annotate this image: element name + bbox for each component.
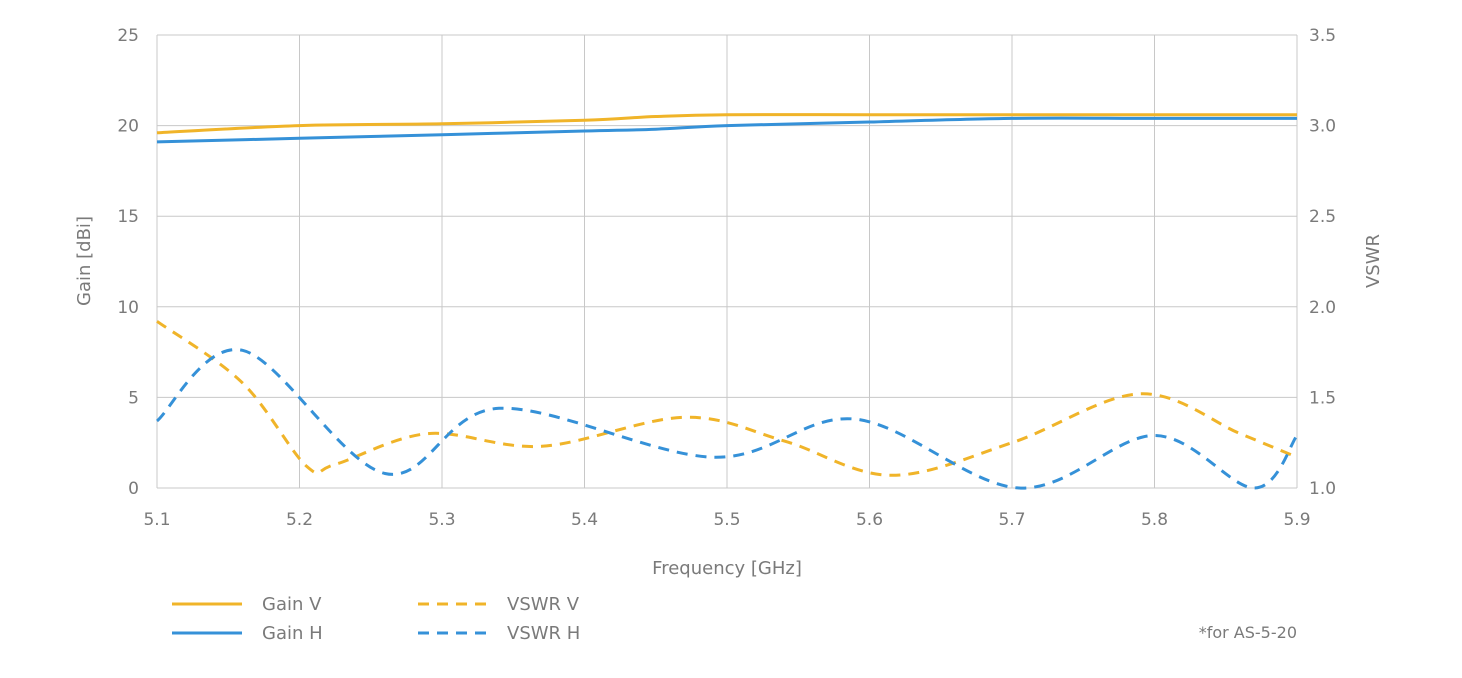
series-lines [155,113,1299,490]
legend-label-vswr-v: VSWR V [507,594,580,615]
x-tick-label: 5.3 [428,510,455,530]
grid [156,34,1298,489]
y-tick-label: 10 [117,298,139,318]
legend: Gain V Gain H VSWR V VSWR H [172,594,580,644]
model-note: *for AS-5-20 [1199,623,1297,642]
x-tick-label: 5.8 [1141,510,1168,530]
y-tick-label: 20 [117,117,139,137]
y2-tick-label: 1.5 [1309,388,1336,408]
x-axis-title: Frequency [GHz] [652,558,802,579]
legend-label-vswr-h: VSWR H [507,623,580,644]
y2-tick-label: 1.0 [1309,479,1336,499]
legend-label-gain-v: Gain V [262,594,322,615]
series-line-vswr-v [156,320,1298,477]
y-tick-label: 0 [128,479,139,499]
y-tick-label: 25 [117,26,139,46]
y2-tick-label: 2.5 [1309,207,1336,227]
series-line-gain-v [156,113,1297,135]
y2-tick-label: 3.0 [1309,117,1336,137]
series-line-gain-h [156,116,1297,144]
y-tick-label: 15 [117,207,139,227]
legend-label-gain-h: Gain H [262,623,323,644]
y-tick-label: 5 [128,388,139,408]
y2-axis-title: VSWR [1363,234,1384,288]
series-line-vswr-h [155,348,1299,490]
tick-labels: 5.1 5.2 5.3 5.4 5.5 5.6 5.7 5.8 5.9 0 5 10 15 20 25 1.0… [117,26,1336,530]
y2-tick-label: 2.0 [1309,298,1336,318]
x-tick-label: 5.9 [1283,510,1310,530]
y-axis-title: Gain [dBi] [74,216,95,306]
x-tick-label: 5.6 [856,510,883,530]
x-tick-label: 5.2 [286,510,313,530]
x-tick-label: 5.5 [713,510,740,530]
x-tick-label: 5.1 [143,510,170,530]
y2-tick-label: 3.5 [1309,26,1336,46]
x-tick-label: 5.4 [571,510,598,530]
x-tick-label: 5.7 [998,510,1025,530]
